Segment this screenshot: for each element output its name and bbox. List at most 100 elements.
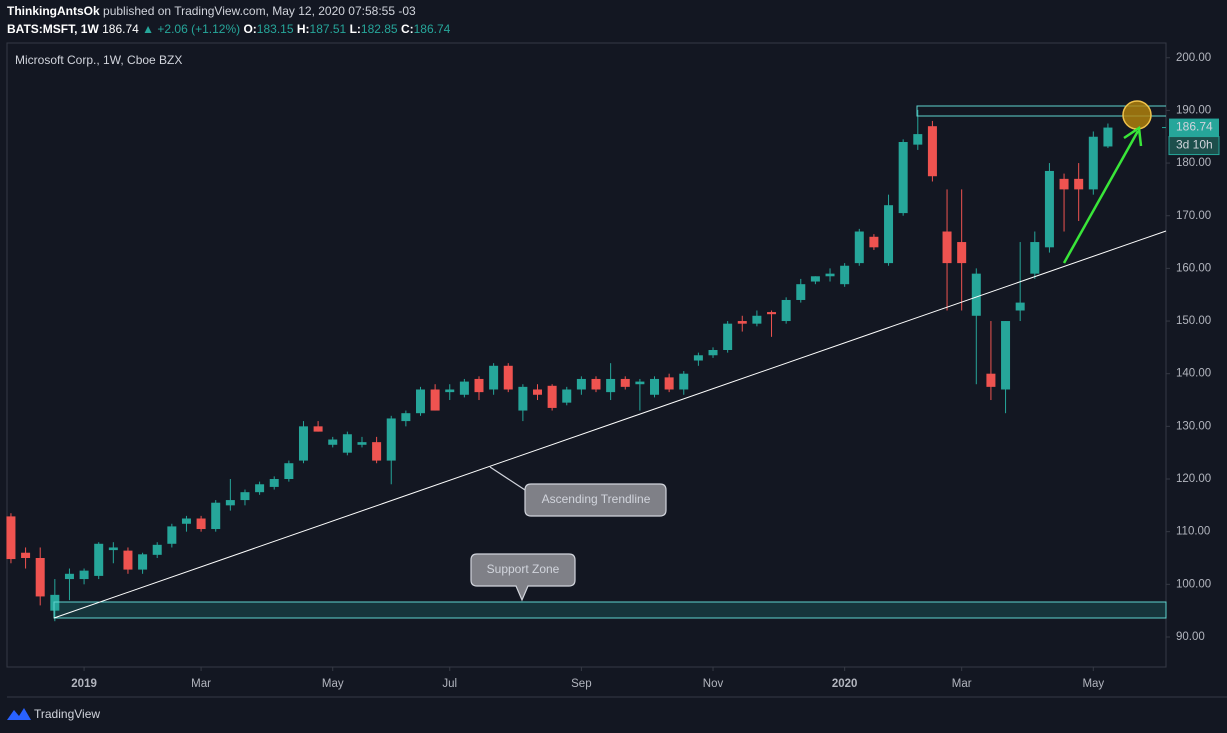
candle-body <box>869 236 879 248</box>
ohlc-label: O: <box>243 22 256 36</box>
candle-body <box>957 242 967 264</box>
candle-body <box>152 544 162 555</box>
candle-body <box>562 389 572 403</box>
candle-body <box>781 299 791 322</box>
candle-body <box>474 378 484 393</box>
candle-body <box>1074 178 1084 190</box>
x-tick-label: May <box>1082 678 1104 690</box>
callout-box <box>470 553 576 602</box>
chart-title: Microsoft Corp., 1W, Cboe BZX <box>15 53 182 67</box>
candle-body <box>752 315 762 324</box>
x-tick-label: 2020 <box>832 678 858 690</box>
published: published on TradingView.com, May 12, 20… <box>103 4 416 18</box>
candle-body <box>533 389 543 395</box>
candle-body <box>942 231 952 264</box>
candle-body <box>342 434 352 453</box>
plot-frame <box>6 42 1167 668</box>
support-zone <box>53 601 1167 619</box>
candle-body <box>196 518 206 530</box>
candle-body <box>35 557 45 597</box>
x-tick-label: Mar <box>952 678 972 690</box>
candle-body <box>518 386 528 411</box>
candle-body <box>459 381 469 395</box>
candle-body <box>576 378 586 390</box>
callout-box <box>489 466 667 517</box>
candle-body <box>767 312 777 315</box>
candle-body <box>211 502 221 530</box>
candle-body <box>6 516 16 560</box>
symbol: BATS:MSFT, 1W <box>7 22 99 36</box>
candle-body <box>94 543 104 576</box>
candle-body <box>737 321 747 324</box>
candle-body <box>606 378 616 393</box>
x-tick-label: Nov <box>703 678 724 690</box>
symbol-line: BATS:MSFT, 1W 186.74 ▲ +2.06 (+1.12%) O:… <box>7 22 451 36</box>
candle-body <box>284 463 294 480</box>
candle-body <box>123 550 133 570</box>
y-tick-label: 130.00 <box>1176 420 1211 432</box>
ohlc-label: C: <box>401 22 414 36</box>
x-tick-label: May <box>322 678 344 690</box>
candle-body <box>825 273 835 277</box>
y-tick-label: 150.00 <box>1176 315 1211 327</box>
author: ThinkingAntsOk <box>7 4 100 18</box>
x-tick-label: Jul <box>442 678 457 690</box>
candle-body <box>255 484 265 493</box>
annotation: Support Zone <box>487 562 560 576</box>
candle-body <box>708 349 718 356</box>
candle-body <box>971 273 981 316</box>
candle-body <box>840 265 850 285</box>
y-tick-label: 160.00 <box>1176 262 1211 274</box>
candle-body <box>723 323 733 350</box>
candle-body <box>1015 302 1025 311</box>
y-tick-label: 100.00 <box>1176 578 1211 590</box>
candle-body <box>445 389 455 393</box>
logo-icon <box>7 708 31 720</box>
x-tick-label: 2019 <box>71 678 97 690</box>
candle-body <box>430 389 440 411</box>
ohlc-value: 186.74 <box>414 22 451 36</box>
candle-body <box>108 547 118 551</box>
candle-body <box>50 594 60 611</box>
candle-body <box>898 141 908 214</box>
y-tick-label: 140.00 <box>1176 368 1211 380</box>
resistance-box <box>916 105 1166 117</box>
price-tag <box>1169 118 1219 137</box>
candle-body <box>796 284 806 300</box>
candle-body <box>635 381 645 385</box>
candle-body <box>650 378 660 395</box>
candle-body <box>854 231 864 264</box>
candle-body <box>1059 178 1069 190</box>
brand: TradingView <box>34 707 100 721</box>
y-tick-label: 180.00 <box>1176 157 1211 169</box>
candle-body <box>225 500 235 506</box>
candle-body <box>240 492 250 501</box>
candle-body <box>167 526 177 544</box>
x-tick-label: Sep <box>571 678 591 690</box>
candle-body <box>372 442 382 461</box>
price-tag-label: 186.74 <box>1176 120 1213 134</box>
ohlc-value: 182.85 <box>361 22 398 36</box>
candle-body <box>547 385 557 408</box>
candle-body <box>181 518 191 524</box>
candle-body <box>693 355 703 361</box>
arrow-head <box>1123 125 1143 147</box>
change: ▲ +2.06 (+1.12%) <box>142 22 240 36</box>
y-tick-label: 200.00 <box>1176 52 1211 64</box>
annotation: Ascending Trendline <box>542 492 651 506</box>
x-tick-label: Mar <box>191 678 211 690</box>
candle-body <box>298 426 308 461</box>
arrow-shaft <box>1062 130 1140 264</box>
candle-body <box>664 377 674 390</box>
price: 186.74 <box>102 22 139 36</box>
candle-body <box>1044 170 1054 248</box>
candle-body <box>269 479 279 487</box>
candle-body <box>591 378 601 390</box>
y-tick-label: 110.00 <box>1176 526 1210 538</box>
candle-body <box>489 365 499 390</box>
candle-body <box>64 573 74 580</box>
candle-body <box>810 276 820 282</box>
candle-body <box>1001 321 1011 390</box>
candle-body <box>386 418 396 461</box>
